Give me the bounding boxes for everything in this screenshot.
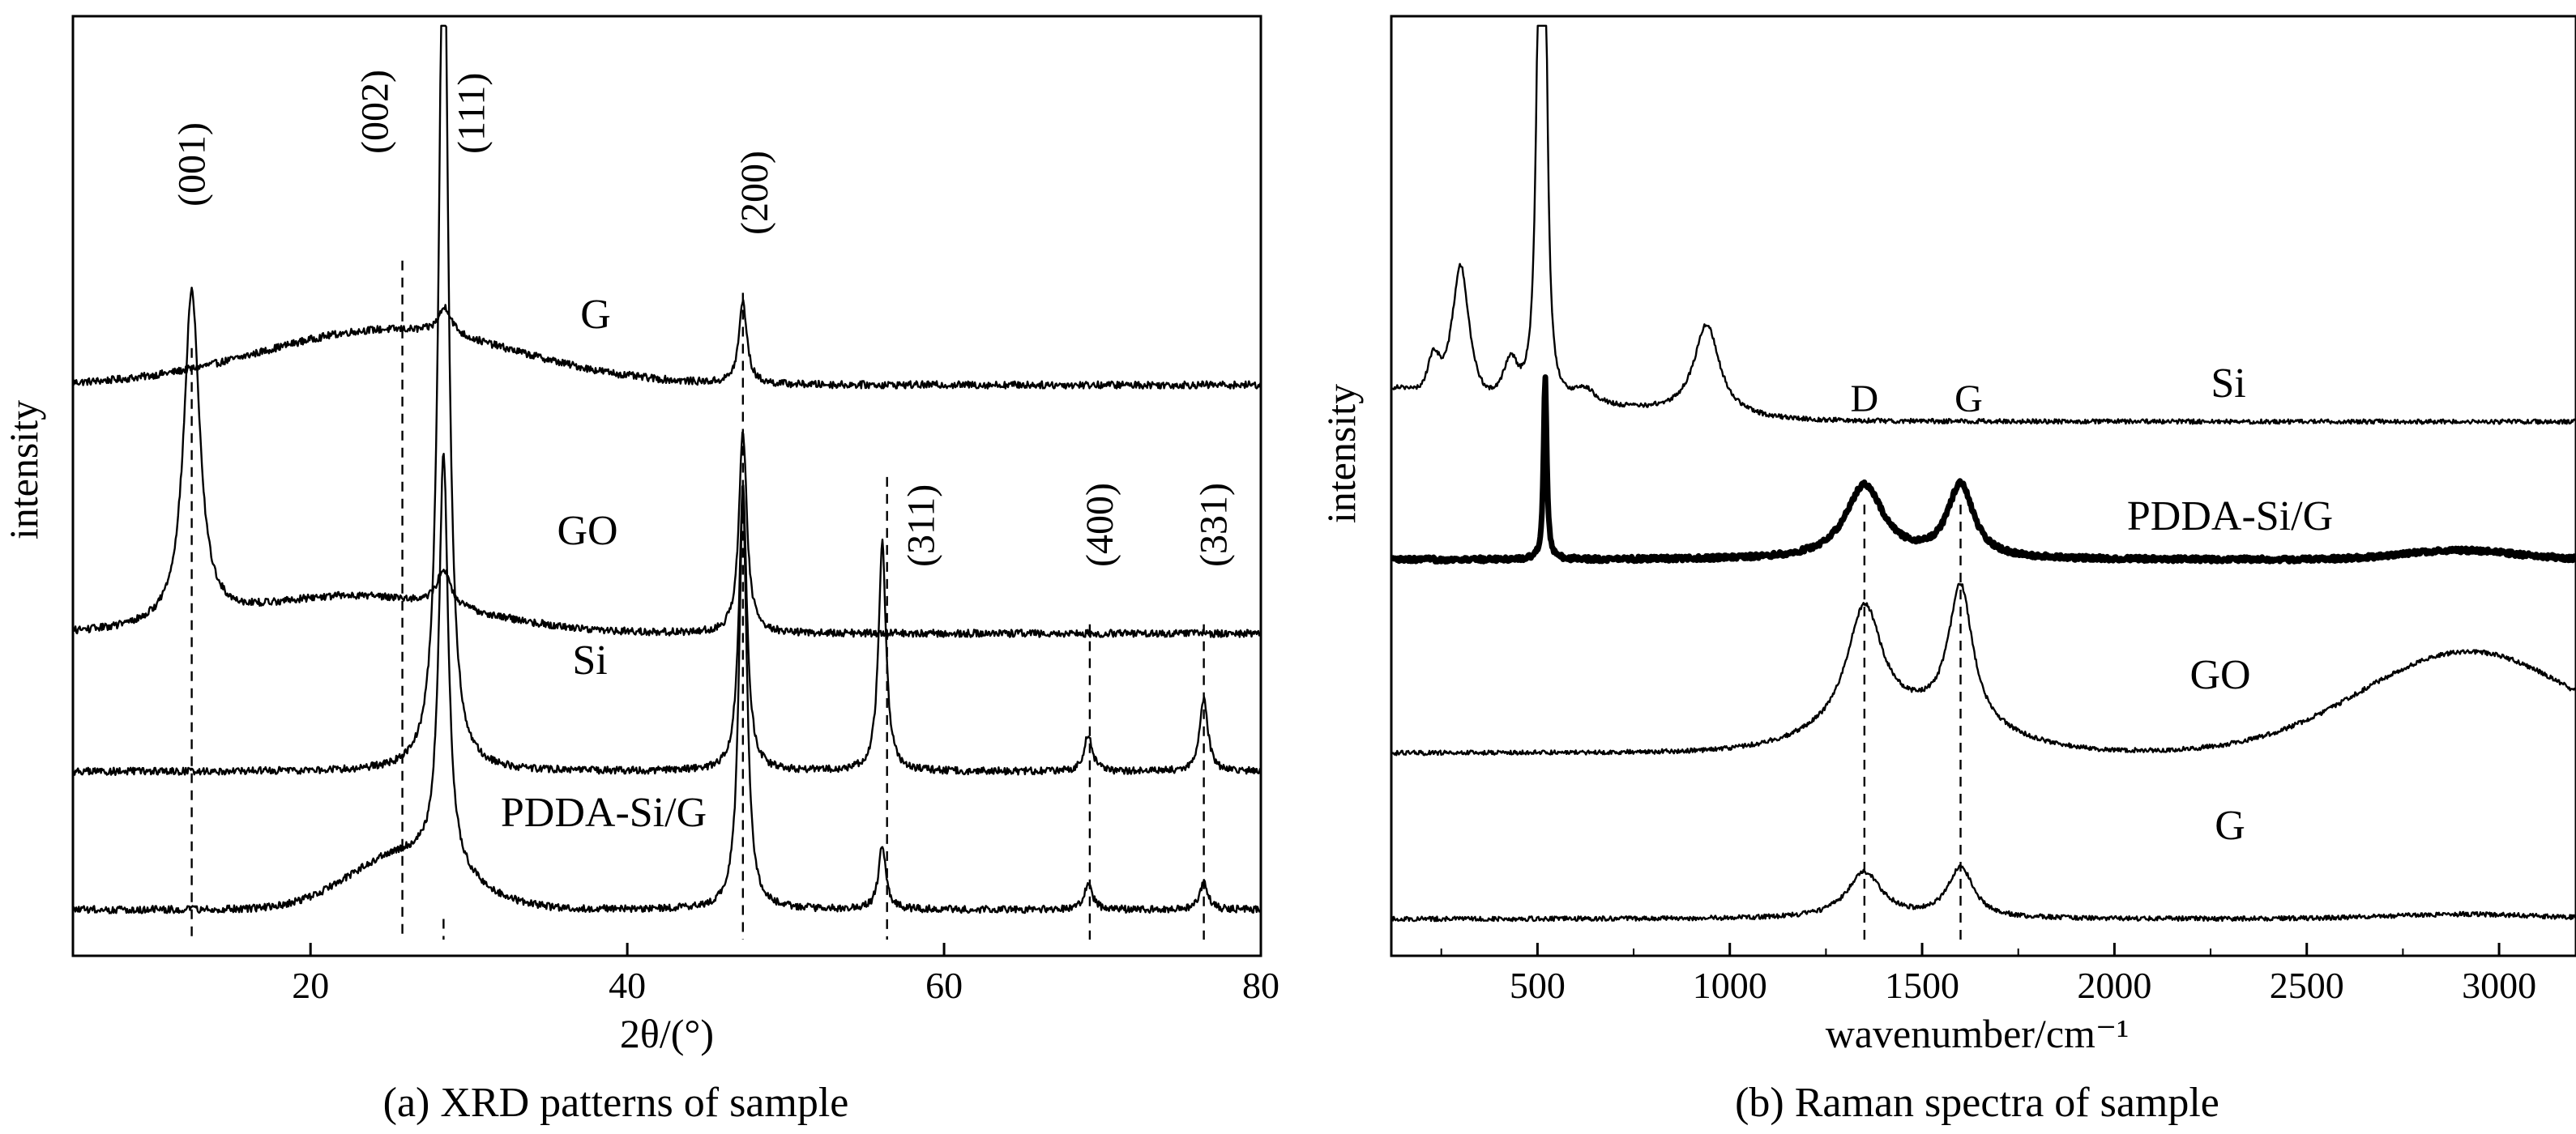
x-tick-label: 500: [1510, 965, 1566, 1006]
series-label: GO: [557, 508, 617, 554]
raman-curves: [1389, 24, 2576, 923]
raman-reference-lines: [1863, 504, 1962, 940]
series-line-go: [1390, 582, 2576, 757]
xrd-plot-frame: [71, 15, 1262, 957]
raman-x-ticks: 500 1000 1500 2000 2500 3000: [1440, 943, 2536, 1006]
series-line-pdda-si-g: [72, 453, 1262, 914]
x-tick-label: 2000: [2077, 965, 2151, 1006]
series-label: GO: [2189, 652, 2250, 698]
peak-label: (200): [733, 151, 776, 235]
xrd-caption: (a) XRD patterns of sample: [383, 1080, 849, 1126]
x-tick-label: 20: [292, 965, 329, 1006]
x-tick-label: 1000: [1693, 965, 1767, 1006]
xrd-y-axis-title: intensity: [1, 400, 46, 539]
raman-y-axis-title: intensity: [1318, 384, 1364, 523]
peak-label: (002): [354, 70, 397, 154]
x-tick-label: 80: [1242, 965, 1279, 1006]
peak-label: (331): [1193, 483, 1236, 567]
series-line-pdda-si-g: [1389, 374, 2576, 565]
series-line-si: [71, 24, 1262, 776]
raman-plot-frame: [1390, 15, 2576, 957]
series-line-go: [72, 286, 1262, 638]
xrd-curves: [71, 24, 1262, 914]
raman-series-labels: Si PDDA-Si/G GO G: [2127, 360, 2333, 849]
xrd-x-ticks: 20 40 60 80: [292, 943, 1279, 1006]
xrd-panel: 20 40 60 80 (001)(002) (111)(200)(311) (400)(…: [1, 15, 1279, 1126]
series-line-g: [1391, 864, 2576, 923]
series-line-g: [71, 299, 1262, 390]
xrd-series-labels: G GO Si PDDA-Si/G: [501, 292, 707, 836]
series-label: G: [2215, 803, 2245, 849]
peak-label: (311): [900, 484, 943, 567]
peak-label: (111): [450, 73, 493, 154]
series-label: G: [580, 292, 611, 338]
xrd-peak-labels: (001) (002) (111) (200) (311) (400) (331): [171, 70, 1236, 567]
peak-label: (001): [171, 122, 214, 207]
xrd-x-axis-title: 2θ/(°): [620, 1011, 714, 1056]
x-tick-label: 40: [609, 965, 646, 1006]
peak-label: G: [1954, 377, 1983, 420]
series-label: Si: [572, 637, 607, 684]
series-label: PDDA-Si/G: [501, 790, 707, 836]
raman-x-axis-title: wavenumber/cm⁻¹: [1826, 1011, 2130, 1056]
xrd-reference-lines: [190, 260, 1205, 940]
x-tick-label: 2500: [2270, 965, 2344, 1006]
series-line-si: [1390, 24, 2576, 425]
peak-label: D: [1851, 377, 1879, 420]
x-tick-label: 1500: [1885, 965, 1959, 1006]
raman-caption: (b) Raman spectra of sample: [1735, 1080, 2219, 1126]
peak-label: (400): [1079, 483, 1121, 567]
x-tick-label: 3000: [2462, 965, 2536, 1006]
series-label: Si: [2211, 360, 2245, 407]
x-tick-label: 60: [925, 965, 963, 1006]
series-label: PDDA-Si/G: [2127, 493, 2333, 539]
